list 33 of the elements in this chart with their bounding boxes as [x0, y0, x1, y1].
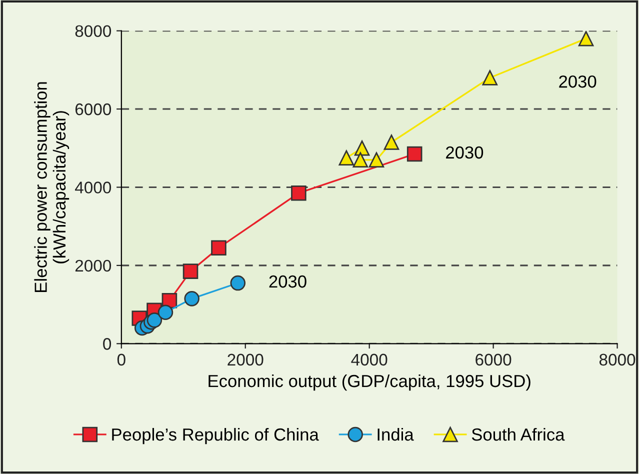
x-tick-label: 2000	[228, 354, 264, 366]
point	[384, 134, 400, 150]
point	[406, 146, 422, 162]
point	[338, 150, 354, 166]
x-tick-label: 6000	[476, 354, 512, 366]
annotation: 2030	[446, 146, 484, 159]
point	[182, 264, 198, 279]
y-tick-label: 0	[103, 338, 112, 350]
point	[146, 312, 162, 328]
point	[354, 140, 370, 156]
point	[184, 291, 200, 306]
legend-label: People’s Republic of China	[112, 428, 319, 444]
x-axis-title: Economic output (GDP/capita, 1995 USD)	[208, 374, 530, 391]
y-tick-label: 4000	[75, 182, 112, 194]
x-tick-label: 0	[117, 354, 126, 366]
x-tick-label: 4000	[351, 354, 388, 366]
point	[211, 240, 226, 256]
annotation: 2030	[269, 275, 306, 288]
legend-label: South Africa	[472, 428, 565, 441]
point	[368, 152, 384, 168]
point	[291, 185, 306, 201]
annotation: 2030	[559, 75, 596, 88]
point	[230, 275, 246, 291]
point	[482, 70, 498, 86]
point	[158, 304, 174, 320]
y-tick-label: 6000	[75, 103, 112, 116]
y-tick-label: 8000	[75, 25, 112, 38]
point	[352, 152, 368, 168]
y-axis-title: Electric power consumption (kWh/capacita/year)	[34, 82, 70, 292]
legend-label: India	[378, 428, 414, 441]
y-tick-label: 2000	[75, 260, 112, 272]
point	[578, 30, 594, 46]
x-tick-label: 8000	[599, 354, 636, 366]
